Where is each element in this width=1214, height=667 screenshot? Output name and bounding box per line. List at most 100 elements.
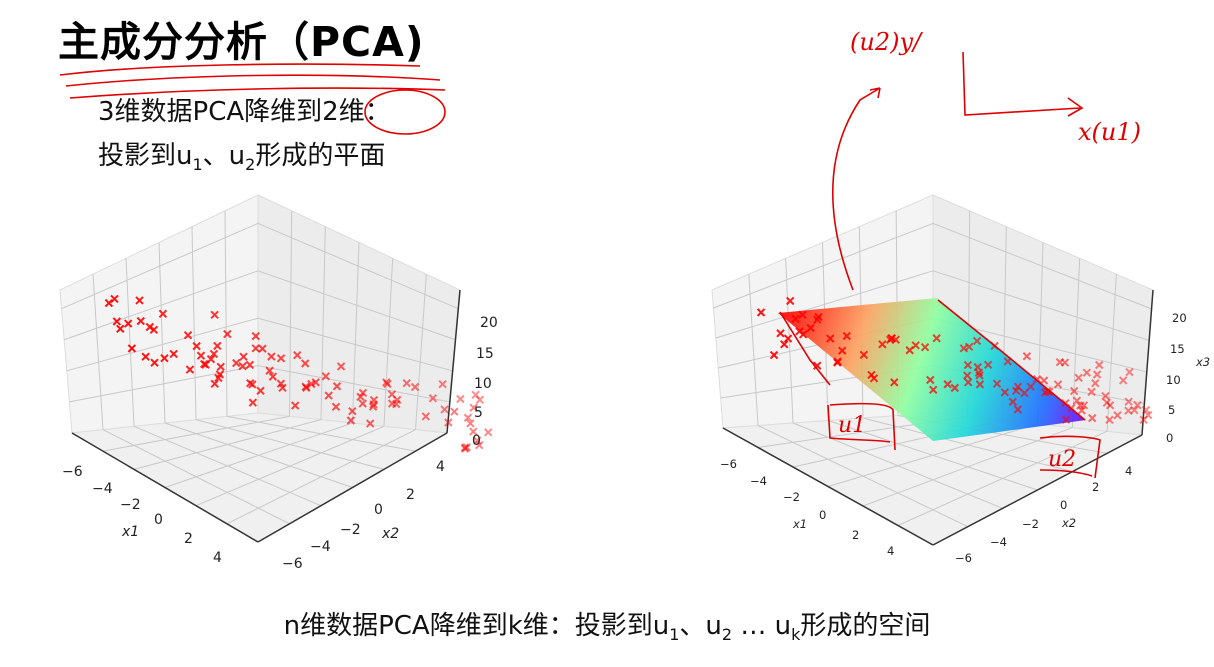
scatter-point-marker bbox=[251, 331, 260, 341]
scatter-point-marker bbox=[383, 379, 392, 389]
scatter-point-marker bbox=[1143, 410, 1153, 420]
x1-tick: 0 bbox=[154, 512, 163, 528]
right-3d-pca-plot: −6 −4 −2 0 2 4 x1 4 2 0 −2 −4 −6 x2 20 1… bbox=[711, 194, 1210, 565]
arrow-to-plane bbox=[832, 87, 881, 291]
scatter-point-marker bbox=[756, 308, 766, 317]
scatter-point-marker bbox=[878, 340, 887, 349]
scatter-point-marker bbox=[223, 329, 232, 339]
grid-line bbox=[158, 242, 166, 424]
scatter-point-marker bbox=[267, 352, 276, 361]
z-tick: 5 bbox=[474, 405, 483, 421]
scatter-point-marker bbox=[975, 371, 984, 380]
text: 2 bbox=[245, 155, 256, 175]
scatter-point-marker bbox=[926, 375, 935, 385]
text: … u bbox=[732, 611, 792, 641]
grid-line bbox=[64, 270, 259, 341]
z-tick: 15 bbox=[476, 346, 494, 362]
scatter-point-marker bbox=[1060, 358, 1070, 367]
scatter-point-marker bbox=[475, 395, 485, 405]
scatter-point-marker bbox=[963, 371, 972, 380]
z-tick: 10 bbox=[474, 376, 492, 392]
scatter-point-marker bbox=[438, 380, 447, 389]
scatter-point-marker bbox=[213, 341, 222, 351]
plane-edge-u2 bbox=[937, 299, 1086, 421]
scatter-point-marker bbox=[1000, 388, 1010, 397]
x2-tick: 0 bbox=[374, 502, 383, 518]
scatter-point-marker bbox=[964, 342, 974, 352]
scatter-point-marker bbox=[210, 310, 219, 320]
scatter-point-marker bbox=[475, 440, 484, 450]
scatter-point-marker bbox=[983, 360, 993, 370]
scatter-point-marker bbox=[869, 374, 879, 383]
scatter-point-marker bbox=[1095, 360, 1104, 370]
grid-line bbox=[66, 317, 259, 372]
scatter-point-marker bbox=[1061, 415, 1071, 424]
x1-axis bbox=[722, 427, 934, 546]
y-axis-sketch bbox=[962, 51, 1084, 117]
x2-axis bbox=[932, 434, 1143, 546]
z-tick: 15 bbox=[1170, 342, 1185, 356]
scatter-point-marker bbox=[842, 331, 851, 341]
scatter-point-marker bbox=[964, 378, 973, 387]
grid-line bbox=[61, 222, 259, 310]
scatter-point-marker bbox=[192, 341, 201, 351]
scatter-point-marker bbox=[300, 359, 310, 368]
scatter-point-marker bbox=[358, 388, 368, 398]
scatter-point-marker bbox=[332, 382, 342, 391]
scatter-point-marker bbox=[444, 418, 453, 427]
scatter-point-marker bbox=[963, 360, 973, 370]
scatter-point-marker bbox=[1105, 415, 1114, 424]
scatter-point-marker bbox=[346, 416, 356, 425]
text: 投影到u bbox=[98, 141, 193, 171]
scatter-point-marker bbox=[141, 352, 150, 361]
scatter-point-marker bbox=[813, 361, 822, 370]
scatter-point-marker bbox=[348, 407, 357, 416]
text: 2 bbox=[721, 625, 733, 645]
scatter-point-marker bbox=[214, 373, 223, 383]
x2-tick: −6 bbox=[955, 551, 972, 565]
scatter-point-marker bbox=[1039, 376, 1049, 385]
x2-tick: 2 bbox=[406, 487, 415, 503]
pca-plane-surface bbox=[778, 298, 1086, 441]
scatter-point-marker bbox=[365, 419, 375, 428]
grid-line bbox=[383, 258, 394, 427]
scatter-point-marker bbox=[110, 294, 119, 304]
subtitle-line-1: 3维数据PCA降维到2维： bbox=[98, 97, 391, 127]
scatter-point-marker bbox=[776, 329, 785, 338]
scatter-point-marker bbox=[1077, 406, 1086, 415]
scatter-point-marker bbox=[276, 379, 286, 388]
z-tick: 20 bbox=[480, 315, 498, 331]
grid-line bbox=[713, 222, 934, 309]
x-axis-note: x(u1) bbox=[1078, 118, 1141, 146]
x2-tick: −4 bbox=[990, 535, 1007, 549]
grid-line bbox=[748, 274, 759, 426]
scatter-point-marker bbox=[276, 354, 286, 363]
scatter-point-marker bbox=[1053, 380, 1063, 389]
text: 形成的平面 bbox=[255, 141, 386, 171]
grid-line bbox=[257, 270, 456, 341]
scatter-point-marker bbox=[780, 340, 789, 349]
z-tick: 5 bbox=[1168, 403, 1175, 417]
scatter-point-marker bbox=[1133, 400, 1142, 410]
handwritten-annotations bbox=[59, 51, 1101, 479]
scatter-point-marker bbox=[169, 349, 178, 359]
slide-title: 主成分分析（PCA) bbox=[58, 18, 425, 66]
scatter-point-marker bbox=[196, 351, 206, 360]
scatter-point-marker bbox=[911, 341, 920, 350]
z-tick: 0 bbox=[472, 433, 481, 449]
scatter-point-marker bbox=[973, 362, 982, 372]
scatter-point-marker bbox=[1087, 387, 1096, 397]
scatter-point-marker bbox=[268, 372, 278, 381]
scatter-point-marker bbox=[358, 399, 367, 408]
x2-tick: 4 bbox=[436, 459, 445, 475]
scatter-point-marker bbox=[456, 394, 465, 404]
circle-around-2d bbox=[364, 89, 446, 135]
scatter-point-marker bbox=[463, 413, 473, 422]
grid-line bbox=[191, 226, 197, 420]
scatter-point-marker bbox=[769, 350, 779, 360]
x1-tick: 2 bbox=[852, 528, 859, 542]
title-underline-scribble bbox=[59, 63, 441, 87]
u1-label: u1 bbox=[838, 413, 866, 438]
scatter-point-marker bbox=[369, 395, 379, 405]
scatter-point-marker bbox=[410, 382, 420, 392]
